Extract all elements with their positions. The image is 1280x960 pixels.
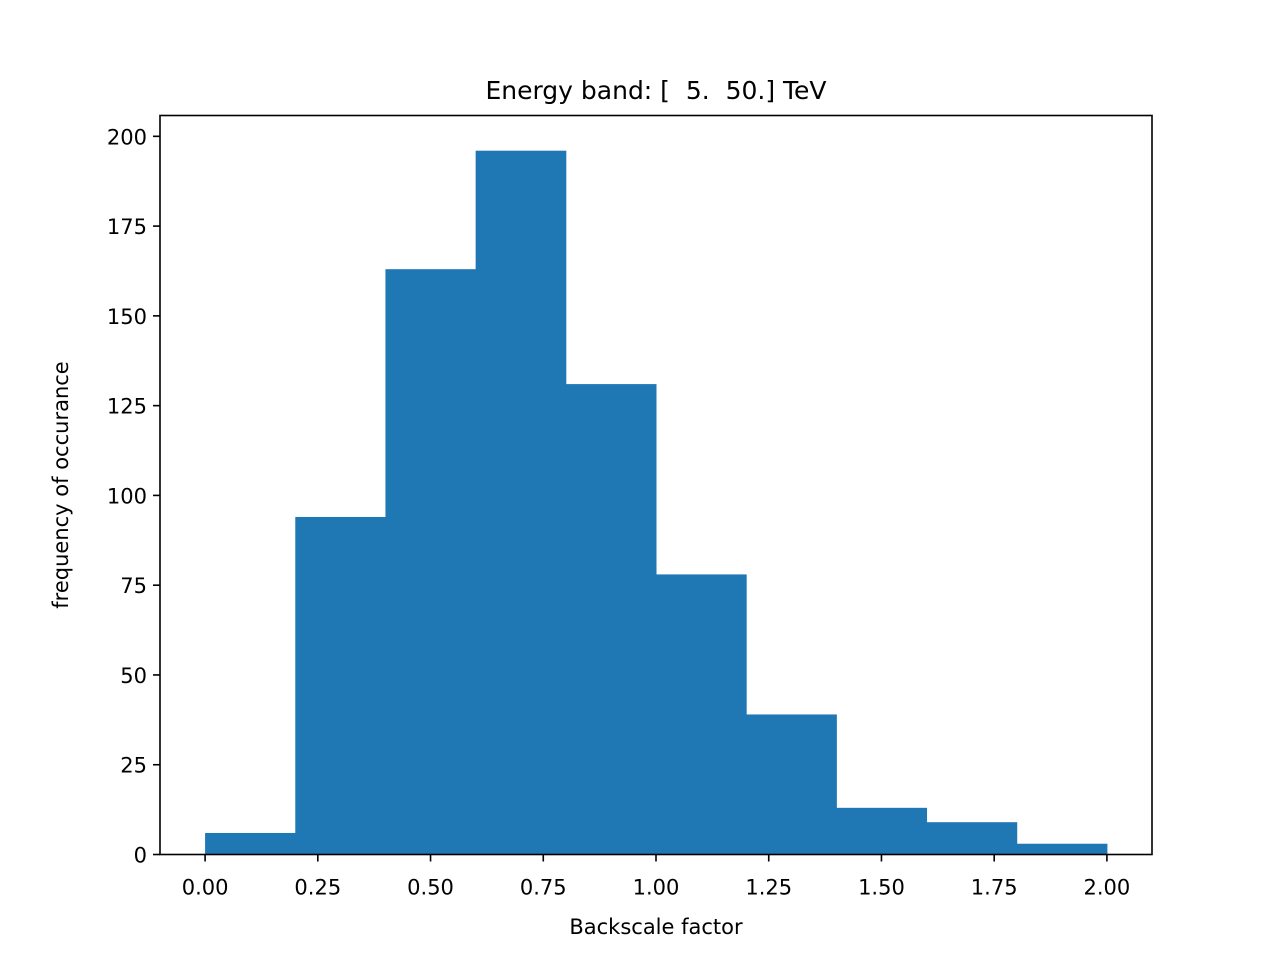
histogram-bar-5: [565, 384, 657, 855]
x-tick-label: 0.25: [294, 876, 341, 900]
x-axis-ticks: 0.00 0.25 0.50 0.75 1.00 1.25 1.50 1.75 2.00: [182, 854, 1131, 900]
y-tick-label: 25: [120, 754, 147, 778]
x-tick-label: 1.50: [858, 876, 905, 900]
histogram-bar-8: [836, 807, 928, 855]
x-tick-label: 2.00: [1084, 876, 1131, 900]
y-tick-label: 75: [120, 574, 147, 598]
x-axis-label: Backscale factor: [569, 915, 743, 939]
x-tick-label: 1.75: [971, 876, 1018, 900]
y-tick-label: 0: [134, 844, 147, 868]
chart-title: Energy band: [ 5. 50.] TeV: [485, 76, 826, 105]
histogram-bar-6: [656, 574, 747, 855]
x-tick-label: 1.25: [745, 876, 792, 900]
histogram-bar-1: [205, 832, 296, 855]
y-tick-label: 150: [107, 305, 147, 329]
y-tick-label: 125: [107, 395, 147, 419]
plot-frame: [159, 114, 1153, 856]
x-tick-label: 0.00: [182, 876, 229, 900]
y-tick-label: 200: [107, 125, 147, 149]
histogram-bar-10: [1016, 843, 1108, 855]
y-axis-ticks: 0 25 50 75 100 125 150 175 200: [107, 125, 160, 868]
y-tick-label: 175: [107, 215, 147, 239]
x-tick-label: 0.50: [407, 876, 454, 900]
x-tick-label: 1.00: [633, 876, 680, 900]
x-tick-label: 0.75: [520, 876, 567, 900]
histogram-bar-7: [746, 714, 837, 855]
histogram-bar-4: [475, 150, 567, 855]
bars-group: [205, 150, 1108, 855]
y-tick-label: 100: [107, 484, 147, 508]
histogram-bar-3: [385, 269, 477, 855]
y-tick-label: 50: [120, 664, 147, 688]
histogram-bar-9: [926, 822, 1018, 855]
y-axis-label: frequency of occurance: [49, 361, 73, 608]
histogram-bar-2: [295, 516, 386, 855]
